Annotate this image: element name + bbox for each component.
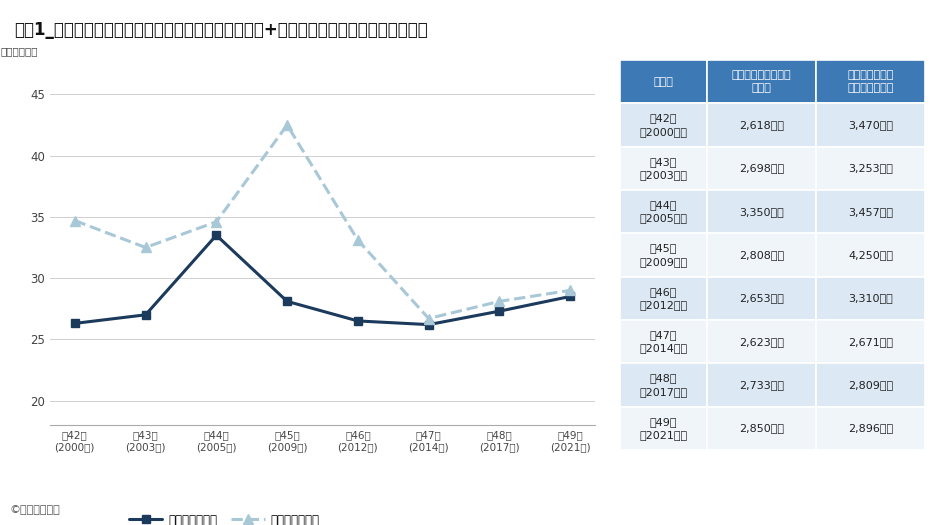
FancyBboxPatch shape	[816, 190, 926, 233]
Text: 3,310万票: 3,310万票	[848, 293, 893, 303]
Text: 2,623万票: 2,623万票	[739, 337, 784, 347]
自民党＋公明党	[281, 298, 292, 304]
FancyBboxPatch shape	[707, 146, 816, 190]
それ以外の政党	[494, 298, 505, 304]
FancyBboxPatch shape	[816, 233, 926, 277]
FancyBboxPatch shape	[707, 233, 816, 277]
Text: ©けんみん会議: ©けんみん会議	[9, 505, 60, 515]
それ以外の政党	[211, 218, 222, 225]
Text: 2,671万票: 2,671万票	[848, 337, 893, 347]
Text: 3,470万票: 3,470万票	[848, 120, 893, 130]
それ以外の政党	[565, 287, 576, 293]
FancyBboxPatch shape	[816, 103, 926, 146]
FancyBboxPatch shape	[816, 320, 926, 363]
それ以外の政党	[69, 217, 80, 224]
Line: それ以外の政党: それ以外の政党	[70, 120, 575, 323]
FancyBboxPatch shape	[707, 320, 816, 363]
FancyBboxPatch shape	[620, 233, 707, 277]
FancyBboxPatch shape	[816, 407, 926, 450]
Text: 単位：百万票: 単位：百万票	[1, 46, 38, 56]
Text: 2,850万票: 2,850万票	[739, 423, 784, 433]
Text: 3,350万票: 3,350万票	[739, 207, 784, 217]
Text: 第44回
（2005年）: 第44回 （2005年）	[640, 200, 687, 223]
Text: 2,618万票: 2,618万票	[739, 120, 784, 130]
FancyBboxPatch shape	[620, 190, 707, 233]
Text: 2,653万票: 2,653万票	[739, 293, 784, 303]
Text: 第43回
（2003年）: 第43回 （2003年）	[640, 157, 687, 180]
Text: 2,896万票: 2,896万票	[848, 423, 893, 433]
FancyBboxPatch shape	[816, 363, 926, 407]
FancyBboxPatch shape	[620, 277, 707, 320]
Text: 自民党＋公明党への
投票数: 自民党＋公明党への 投票数	[731, 70, 791, 93]
自民党＋公明党	[494, 308, 505, 314]
Text: 2,808万票: 2,808万票	[739, 250, 784, 260]
それ以外の政党	[423, 316, 434, 322]
Text: 第48回
（2017年）: 第48回 （2017年）	[640, 373, 687, 396]
FancyBboxPatch shape	[707, 277, 816, 320]
FancyBboxPatch shape	[620, 60, 707, 103]
Text: 2,809万票: 2,809万票	[848, 380, 893, 390]
FancyBboxPatch shape	[620, 407, 707, 450]
Text: 2,698万票: 2,698万票	[739, 163, 784, 173]
FancyBboxPatch shape	[816, 146, 926, 190]
FancyBboxPatch shape	[620, 363, 707, 407]
FancyBboxPatch shape	[707, 60, 816, 103]
Text: 4,250万票: 4,250万票	[848, 250, 893, 260]
自民党＋公明党	[69, 320, 80, 327]
Text: 2,733万票: 2,733万票	[739, 380, 784, 390]
自民党＋公明党	[140, 312, 151, 318]
Text: 図表1_衆議院議員総選挙（小選挙区）における自民党+公明党とそれ以外の政党の得票数: 図表1_衆議院議員総選挙（小選挙区）における自民党+公明党とそれ以外の政党の得票…	[14, 21, 428, 39]
Text: 衆院選: 衆院選	[654, 77, 673, 87]
FancyBboxPatch shape	[707, 407, 816, 450]
FancyBboxPatch shape	[816, 277, 926, 320]
FancyBboxPatch shape	[707, 103, 816, 146]
FancyBboxPatch shape	[707, 190, 816, 233]
自民党＋公明党	[565, 293, 576, 300]
Text: 3,457万票: 3,457万票	[848, 207, 893, 217]
それ以外の政党	[140, 244, 151, 250]
Text: 3,253万票: 3,253万票	[848, 163, 893, 173]
Text: 第46回
（2012年）: 第46回 （2012年）	[640, 287, 687, 310]
Line: 自民党＋公明党: 自民党＋公明党	[71, 231, 574, 329]
自民党＋公明党	[211, 232, 222, 238]
FancyBboxPatch shape	[620, 146, 707, 190]
FancyBboxPatch shape	[620, 320, 707, 363]
Text: 第49回
（2021年）: 第49回 （2021年）	[640, 417, 687, 440]
それ以外の政党	[281, 122, 292, 128]
自民党＋公明党	[352, 318, 363, 324]
自民党＋公明党	[423, 321, 434, 328]
Text: 出所：総務省自治行政局選挙部「令和３年10月31日執行衆議院議員総選挙・最高裁判所裁判官国民審査結果調」より作成: 出所：総務省自治行政局選挙部「令和３年10月31日執行衆議院議員総選挙・最高裁判…	[9, 469, 382, 479]
FancyBboxPatch shape	[707, 363, 816, 407]
それ以外の政党	[352, 237, 363, 243]
Text: 第45回
（2009年）: 第45回 （2009年）	[640, 244, 687, 267]
FancyBboxPatch shape	[816, 60, 926, 103]
Text: 第42回
（2000年）: 第42回 （2000年）	[640, 113, 687, 136]
FancyBboxPatch shape	[620, 103, 707, 146]
Text: 第47回
（2014年）: 第47回 （2014年）	[640, 330, 687, 353]
Text: 自民党＋公明党
以外への投票数: 自民党＋公明党 以外への投票数	[847, 70, 894, 93]
Legend: 自民党＋公明党, それ以外の政党: 自民党＋公明党, それ以外の政党	[124, 509, 324, 525]
